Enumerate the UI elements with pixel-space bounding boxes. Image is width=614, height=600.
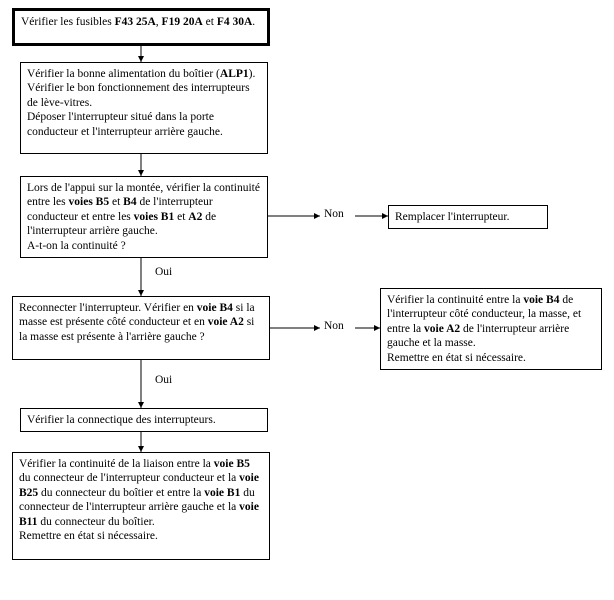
step-check-link: Vérifier la continuité de la liaison ent…	[12, 452, 270, 560]
step-replace-switch: Remplacer l'interrupteur.	[388, 205, 548, 229]
label-non: Non	[322, 208, 346, 220]
step-check-fuses: Vérifier les fusibles F43 25A, F19 20A e…	[12, 8, 270, 46]
decision-continuity-1: Lors de l'appui sur la montée, vérifier …	[20, 176, 268, 258]
decision-ground-present: Reconnecter l'interrupteur. Vérifier en …	[12, 296, 270, 360]
step-check-supply: Vérifier la bonne alimentation du boîtie…	[20, 62, 268, 154]
label-oui: Oui	[153, 374, 174, 386]
label-non: Non	[322, 320, 346, 332]
step-check-connectors: Vérifier la connectique des interrupteur…	[20, 408, 268, 432]
step-check-continuity-2: Vérifier la continuité entre la voie B4 …	[380, 288, 602, 370]
label-oui: Oui	[153, 266, 174, 278]
flowchart-canvas: Vérifier les fusibles F43 25A, F19 20A e…	[8, 8, 606, 592]
